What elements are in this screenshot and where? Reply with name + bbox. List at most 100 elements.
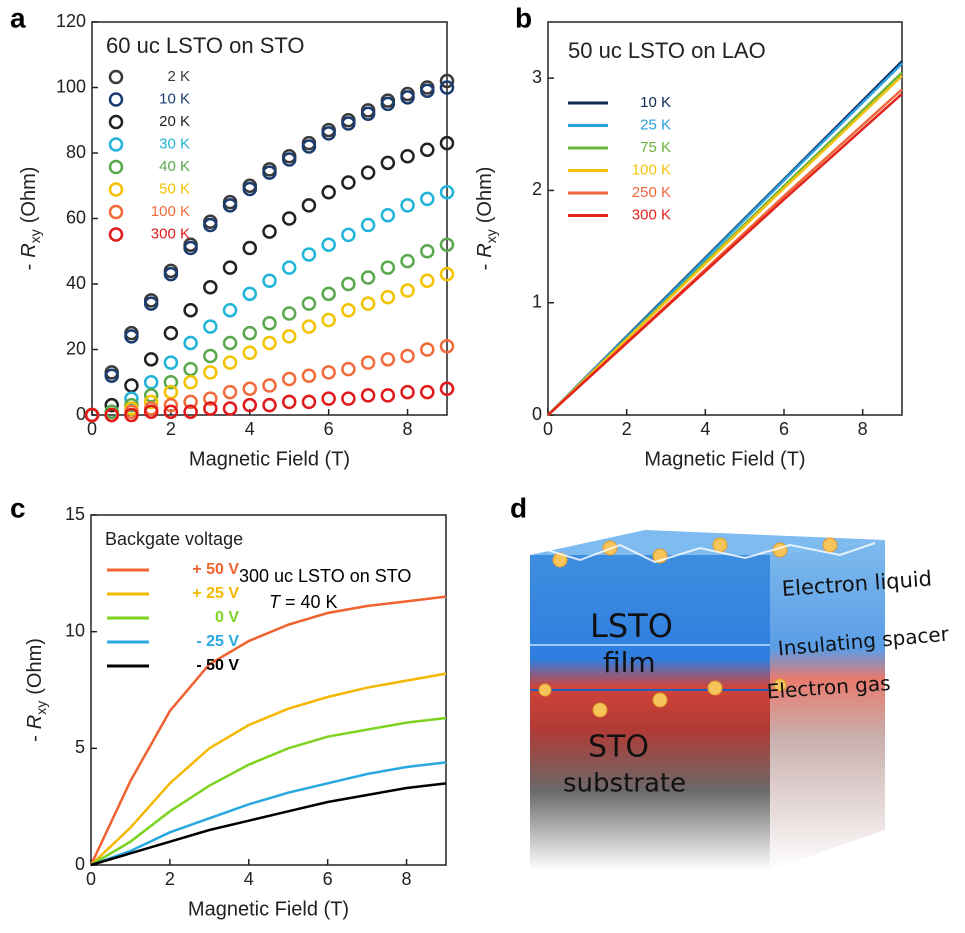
- data-point: [224, 402, 236, 414]
- data-line: [91, 597, 446, 865]
- data-point: [421, 193, 433, 205]
- legend-label: 30 K: [159, 135, 190, 152]
- data-point: [342, 304, 354, 316]
- data-point: [244, 288, 256, 300]
- data-point: [382, 157, 394, 169]
- data-point: [224, 262, 236, 274]
- data-point: [421, 386, 433, 398]
- y-tick-label: 40: [66, 273, 86, 293]
- data-point: [303, 370, 315, 382]
- data-point: [283, 262, 295, 274]
- legend-label: 25 K: [640, 116, 671, 133]
- data-point: [402, 386, 414, 398]
- y-tick-label: 80: [66, 142, 86, 162]
- legend-marker: [110, 184, 122, 196]
- x-tick-label: 8: [858, 419, 868, 439]
- panel-label: d: [510, 492, 527, 523]
- legend-label: 50 K: [159, 180, 190, 197]
- y-tick-label: 0: [75, 854, 85, 874]
- data-point: [382, 291, 394, 303]
- data-point: [264, 317, 276, 329]
- data-point: [224, 304, 236, 316]
- figure: a02468020406080100120Magnetic Field (T)-…: [0, 0, 965, 933]
- diagram-label: substrate: [563, 769, 686, 799]
- legend-label: - 25 V: [196, 633, 239, 650]
- y-label-sign: -: [24, 735, 46, 742]
- panel-label: a: [10, 2, 26, 33]
- data-point: [204, 350, 216, 362]
- x-tick-label: 6: [324, 419, 334, 439]
- y-tick-label: 60: [66, 207, 86, 227]
- data-point: [342, 176, 354, 188]
- x-tick-label: 6: [323, 869, 333, 889]
- data-point: [421, 275, 433, 287]
- data-point: [283, 330, 295, 342]
- y-axis-label: -Rxy(Ohm): [18, 167, 42, 271]
- data-point: [382, 209, 394, 221]
- data-point: [224, 337, 236, 349]
- x-tick-label: 2: [166, 419, 176, 439]
- y-label-symbol: R: [24, 715, 46, 729]
- y-axis-label: -Rxy(Ohm): [24, 638, 48, 742]
- data-point: [224, 386, 236, 398]
- data-point: [421, 245, 433, 257]
- panel-label: b: [515, 2, 532, 33]
- data-point: [145, 353, 157, 365]
- x-tick-label: 4: [700, 419, 710, 439]
- data-point: [362, 219, 374, 231]
- legend-label: 300 K: [151, 225, 190, 242]
- data-point: [125, 380, 137, 392]
- legend-label: 75 K: [640, 139, 671, 156]
- data-point: [283, 307, 295, 319]
- legend-marker: [110, 139, 122, 151]
- legend-label: 100 K: [632, 161, 671, 178]
- legend-title: Backgate voltage: [105, 529, 243, 549]
- data-point: [362, 167, 374, 179]
- legend-marker: [110, 206, 122, 218]
- data-point: [323, 186, 335, 198]
- diagram-label: film: [603, 646, 656, 679]
- data-point: [342, 363, 354, 375]
- data-line: [91, 783, 446, 865]
- y-tick-label: 100: [56, 76, 86, 96]
- axes-frame: [548, 22, 902, 415]
- data-point: [382, 353, 394, 365]
- y-tick-label: 3: [532, 67, 542, 87]
- data-point: [382, 389, 394, 401]
- data-point: [402, 150, 414, 162]
- data-point: [185, 337, 197, 349]
- data-point: [323, 288, 335, 300]
- data-point: [323, 366, 335, 378]
- diagram-label: LSTO: [590, 607, 673, 645]
- data-point: [165, 327, 177, 339]
- legend-marker: [110, 161, 122, 173]
- data-point: [382, 262, 394, 274]
- x-tick-label: 8: [403, 419, 413, 439]
- legend-label: + 25 V: [192, 585, 239, 602]
- data-point: [362, 389, 374, 401]
- data-point: [264, 337, 276, 349]
- x-tick-label: 2: [165, 869, 175, 889]
- data-point: [342, 229, 354, 241]
- x-tick-label: 2: [622, 419, 632, 439]
- chart-title: 60 uc LSTO on STO: [106, 33, 305, 58]
- data-point: [244, 383, 256, 395]
- legend-marker: [110, 229, 122, 241]
- x-axis-label: Magnetic Field (T): [188, 898, 349, 920]
- y-axis-label: -Rxy(Ohm): [474, 167, 498, 271]
- data-point: [185, 363, 197, 375]
- y-label-subscript: xy: [27, 229, 43, 243]
- x-tick-label: 8: [402, 869, 412, 889]
- data-point: [204, 321, 216, 333]
- data-point: [342, 393, 354, 405]
- legend-label: 100 K: [151, 203, 190, 220]
- y-tick-label: 5: [75, 737, 85, 757]
- data-point: [145, 376, 157, 388]
- data-point: [204, 366, 216, 378]
- y-tick-label: 120: [56, 11, 86, 31]
- x-axis-label: Magnetic Field (T): [189, 448, 350, 470]
- data-point: [264, 275, 276, 287]
- data-point: [303, 249, 315, 261]
- data-point: [421, 344, 433, 356]
- data-point: [185, 304, 197, 316]
